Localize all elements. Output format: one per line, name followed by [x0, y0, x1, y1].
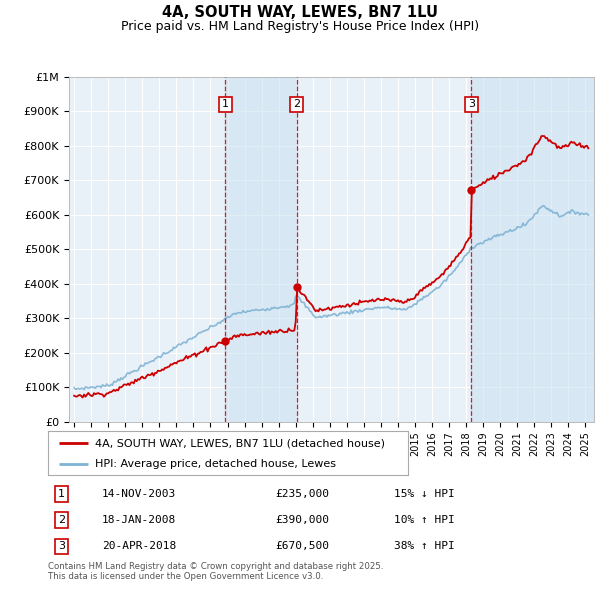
Text: 10% ↑ HPI: 10% ↑ HPI [394, 515, 454, 525]
Text: 4A, SOUTH WAY, LEWES, BN7 1LU (detached house): 4A, SOUTH WAY, LEWES, BN7 1LU (detached … [95, 438, 385, 448]
Text: 14-NOV-2003: 14-NOV-2003 [102, 489, 176, 499]
Text: 1: 1 [222, 99, 229, 109]
Text: 15% ↓ HPI: 15% ↓ HPI [394, 489, 454, 499]
Text: HPI: Average price, detached house, Lewes: HPI: Average price, detached house, Lewe… [95, 459, 336, 469]
Text: Price paid vs. HM Land Registry's House Price Index (HPI): Price paid vs. HM Land Registry's House … [121, 20, 479, 33]
Text: £670,500: £670,500 [275, 542, 329, 552]
Text: 3: 3 [58, 542, 65, 552]
Text: 4A, SOUTH WAY, LEWES, BN7 1LU: 4A, SOUTH WAY, LEWES, BN7 1LU [162, 5, 438, 19]
Text: 1: 1 [58, 489, 65, 499]
Text: 20-APR-2018: 20-APR-2018 [102, 542, 176, 552]
Text: 2: 2 [58, 515, 65, 525]
Text: 3: 3 [468, 99, 475, 109]
Text: 2: 2 [293, 99, 300, 109]
Bar [226, 77, 296, 422]
Text: £235,000: £235,000 [275, 489, 329, 499]
Text: Contains HM Land Registry data © Crown copyright and database right 2025.
This d: Contains HM Land Registry data © Crown c… [48, 562, 383, 581]
Bar [471, 77, 594, 422]
Text: £390,000: £390,000 [275, 515, 329, 525]
Text: 38% ↑ HPI: 38% ↑ HPI [394, 542, 454, 552]
Text: 18-JAN-2008: 18-JAN-2008 [102, 515, 176, 525]
